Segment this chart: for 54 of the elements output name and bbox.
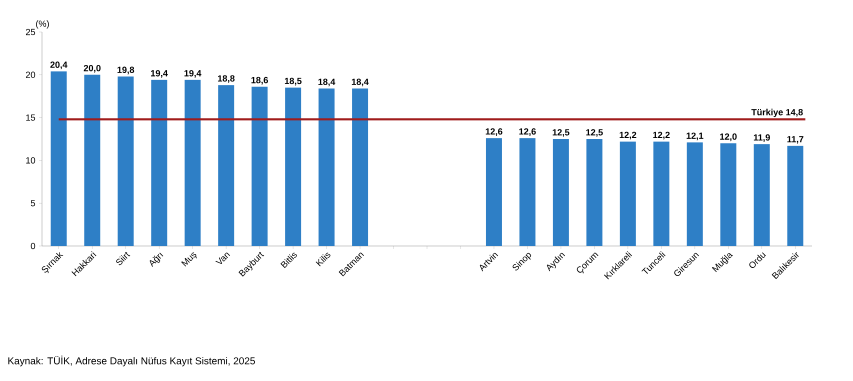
bar xyxy=(84,74,100,246)
data-label: 12,6 xyxy=(486,128,502,136)
data-label: 12,2 xyxy=(653,132,670,140)
data-label: 12,0 xyxy=(720,133,737,142)
bar xyxy=(519,138,536,246)
bar xyxy=(486,138,502,246)
data-label: 19,4 xyxy=(151,70,168,78)
y-tick-label: 10 xyxy=(26,157,36,164)
data-label: 19,8 xyxy=(118,66,134,74)
data-label: 18,4 xyxy=(352,78,369,86)
data-label: 19,4 xyxy=(184,70,202,78)
text: Kaynak: TÜİK, Adrese Dayalı Nüfus Kayıt Sistemi, 2025 xyxy=(8,356,255,366)
x-tick-label: Van xyxy=(215,252,230,264)
bar xyxy=(151,80,168,246)
bar xyxy=(686,142,703,246)
x-tick-label: Ağrı xyxy=(150,252,164,267)
x-tick-label: Muş xyxy=(181,252,198,267)
bar xyxy=(720,143,736,246)
data-label: 12,6 xyxy=(519,128,536,136)
bar xyxy=(787,146,804,246)
ref-line-label: Türkiye 14,8 xyxy=(751,108,803,118)
data-label: 18,5 xyxy=(284,78,302,86)
y-tick-label: 5 xyxy=(30,200,36,206)
bar xyxy=(352,88,368,246)
data-label: 18,6 xyxy=(251,76,268,85)
bar xyxy=(285,88,302,246)
bar xyxy=(118,76,134,246)
data-label: 11,7 xyxy=(787,136,804,144)
y-tick-label: 20 xyxy=(26,72,36,78)
x-tick-label: Kilis xyxy=(316,252,330,266)
data-label: 20,0 xyxy=(84,64,101,73)
bar xyxy=(252,86,268,246)
y-tick-label: 15 xyxy=(26,114,36,121)
bar xyxy=(754,144,770,246)
y-axis-title: (%) xyxy=(36,20,49,29)
data-label: 20,4 xyxy=(50,62,68,70)
y-tick-label: 25 xyxy=(26,28,36,36)
data-label: 12,1 xyxy=(686,132,704,140)
bar xyxy=(218,85,234,246)
bar xyxy=(586,138,602,246)
data-label: 18,4 xyxy=(318,78,336,86)
data-label: 12,5 xyxy=(552,129,570,137)
x-tick-label: Siirt xyxy=(116,252,130,266)
bar xyxy=(653,142,670,246)
data-label: 12,5 xyxy=(586,129,603,137)
bar xyxy=(184,80,201,246)
bar xyxy=(50,71,67,246)
y-tick-label: 0 xyxy=(30,242,36,250)
data-label: 12,2 xyxy=(620,132,636,140)
bar xyxy=(318,88,335,246)
data-label: 18,8 xyxy=(218,75,235,83)
bar xyxy=(552,138,569,246)
bar xyxy=(620,142,636,246)
data-label: 11,9 xyxy=(754,134,770,142)
